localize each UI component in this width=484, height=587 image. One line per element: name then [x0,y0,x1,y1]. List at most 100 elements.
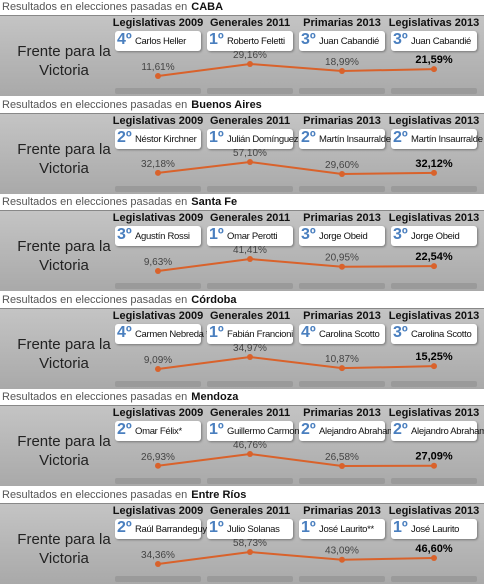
column-header: Primarias 2013 [303,17,381,29]
candidate-box: 2º Raúl Barrandeguy* [115,518,210,539]
panel: Resultados en elecciones pasadas en Mendo… [0,390,484,487]
column-header: Legislativas 2009 [112,504,204,517]
value-label: 18,99% [325,57,359,68]
candidate: Jorge Obeid [411,231,460,242]
slot [299,380,385,387]
candidate-box: 3º Carolina Scotto [391,323,477,344]
data-point [247,451,253,457]
rank: 1º [209,518,224,536]
column-header: Generales 2011 [209,17,291,29]
series-line [157,452,435,468]
data-point [339,364,345,371]
rank: 4º [117,31,132,48]
candidate-box: 4º Carmen Nebreda * [115,323,210,344]
value-label: 20,95% [325,253,359,264]
slot [115,575,201,582]
candidate-box: 3º Agustín Rossi [115,226,201,246]
column-header: Primarias 2013 [303,212,381,224]
candidate: Julián Domínguez [227,133,299,145]
column-header: Legislativas 2013 [388,504,480,517]
rank: 3º [393,31,408,48]
series-line [157,550,435,565]
series-line [157,160,435,175]
candidate: Guillermo Carmona [227,426,305,437]
series-name: Frente para la Victoria [17,433,111,469]
slot [391,478,477,484]
column-header: Legislativas 2009 [112,309,204,322]
value-label: 10,87% [325,354,359,365]
candidate-box: 3º Jorge Obeid [391,226,477,246]
line-plot: 9,09% 34,97% 10,87% 15,25% [144,343,453,372]
data-point [431,554,437,561]
panel-header: Resultados en elecciones pasadas en Santa… [2,196,237,208]
data-point [155,365,161,372]
series-line [157,355,435,370]
region: Entre Ríos [191,488,247,501]
slot [115,185,201,192]
candidate: Roberto Feletti [227,36,285,47]
series-name: Frente para la Victoria [17,140,111,177]
candidate-box: 2º Martín Insaurralde [391,128,483,149]
panel-body: Legislativas 2009 2º Néstor Kirchner Genera… [0,112,484,194]
slot [207,478,293,484]
value-label: 9,09% [144,355,172,366]
line-plot: 32,18% 57,10% 29,60% 32,12% [141,148,453,177]
candidate-box: 2º Néstor Kirchner [115,128,201,149]
column-header: Legislativas 2009 [112,212,204,224]
candidate: Agustín Rossi [135,231,190,242]
data-point [247,548,253,555]
slot [207,185,293,192]
rank: 2º [301,421,316,438]
rank: 1º [393,518,408,536]
rank: 3º [301,226,316,243]
candidate: Julio Solanas [227,523,280,535]
header-text: Resultados en elecciones pasadas en [2,196,188,208]
data-point [431,169,437,176]
rank: 4º [301,323,316,341]
slot [207,283,293,289]
line-plot: 26,93% 46,76% 26,58% 27,09% [141,440,453,469]
rank: 1º [209,128,224,146]
candidate-box: 2º Omar Félix* [115,421,201,441]
candidate-box: 4º Carolina Scotto [299,323,385,344]
panel-body: Legislativas 2009 4º Carmen Nebreda * Gener… [0,307,484,389]
column-header: Legislativas 2009 [112,114,204,127]
column-header: Primarias 2013 [303,504,381,517]
value-label: 27,09% [415,451,453,463]
candidate-box: 1º José Laurito [391,518,477,539]
value-label: 32,12% [415,157,453,169]
candidate: Martín Insaurralde [411,133,483,145]
data-point [247,61,253,67]
column-header: Legislativas 2013 [388,17,480,29]
candidate: Alejandro Abraham [319,426,395,437]
rank: 4º [117,323,132,341]
data-point [155,560,161,567]
column-header: Generales 2011 [209,504,291,517]
region: CABA [191,1,224,13]
panel-body: Legislativas 2009 2º Raúl Barrandeguy* Gene… [0,502,484,584]
rank: 1º [209,421,224,438]
data-point [431,362,437,369]
column-header: Generales 2011 [209,212,291,224]
line-plot: 9,63% 41,41% 20,95% 22,54% [144,245,453,274]
candidate: Juan Cabandié [411,36,472,47]
data-point [247,158,253,165]
value-label: 15,25% [415,351,453,363]
line-plot: 34,36% 58,73% 43,09% 46,60% [141,538,453,567]
data-point [339,556,345,563]
rank: 3º [301,31,316,48]
value-label: 46,76% [233,440,267,451]
slot [299,478,385,484]
value-label: 26,58% [325,452,359,463]
data-point [247,256,253,262]
value-label: 21,59% [415,54,453,66]
rank: 2º [393,421,408,438]
panel: Resultados en elecciones pasadas en Córdo… [0,293,484,390]
data-point [155,73,161,79]
series-name: Frente para la Victoria [17,238,111,274]
rank: 2º [117,128,132,146]
candidate-box: 1º Fabián Francioni [207,323,293,344]
candidate: José Laurito [411,523,460,535]
region: Santa Fe [191,196,238,208]
panel: Resultados en elecciones pasadas en CABA L… [0,0,484,97]
